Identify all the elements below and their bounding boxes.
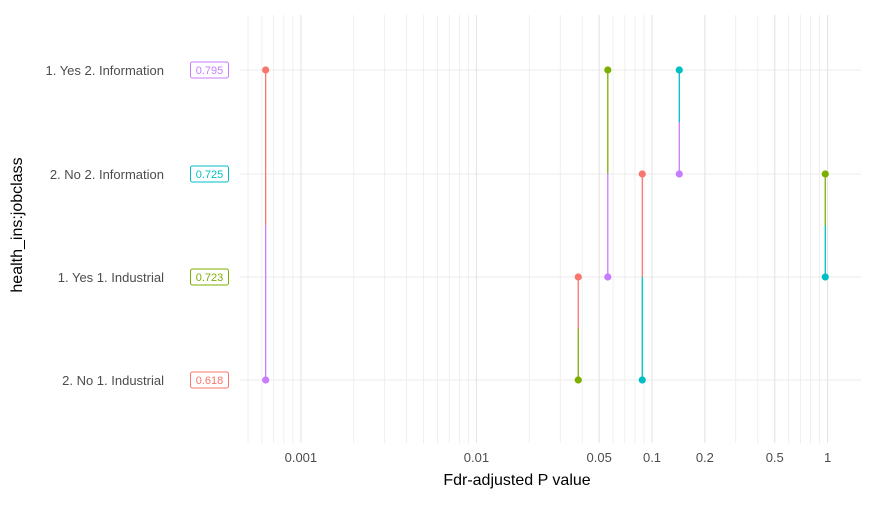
data-point	[821, 273, 829, 281]
x-tick-label: 1	[824, 450, 831, 465]
data-point	[675, 170, 683, 178]
value-box	[190, 371, 229, 389]
x-tick-label: 0.1	[643, 450, 661, 465]
x-tick-label: 0.2	[696, 450, 714, 465]
value-box-label: 0.725	[196, 169, 224, 181]
value-box	[190, 268, 229, 286]
data-point	[574, 273, 582, 281]
y-tick-label: 2. No 1. Industrial	[62, 373, 164, 388]
value-box-label: 0.618	[196, 375, 224, 387]
value-box-label: 0.723	[196, 272, 224, 284]
data-point	[604, 66, 612, 74]
y-tick-label: 2. No 2. Information	[50, 167, 164, 182]
x-tick-label: 0.5	[766, 450, 784, 465]
x-tick-label: 0.05	[587, 450, 612, 465]
x-axis-title: Fdr-adjusted P value	[443, 472, 590, 489]
data-point	[604, 273, 612, 281]
points	[262, 66, 829, 384]
data-point	[638, 376, 646, 384]
data-point	[574, 376, 582, 384]
data-point	[262, 66, 270, 74]
minor-gridlines	[247, 15, 828, 443]
label-boxes: 0.795 0.725 0.723 0.618	[190, 61, 229, 389]
value-box-label: 0.795	[196, 65, 224, 77]
major-gridlines	[240, 15, 861, 443]
value-box	[190, 165, 229, 183]
y-tick-label: 1. Yes 1. Industrial	[58, 270, 164, 285]
y-axis-title: health_ins:jobclass	[9, 157, 26, 292]
y-tick-label: 1. Yes 2. Information	[45, 63, 164, 78]
data-point	[638, 170, 646, 178]
value-box	[190, 61, 229, 79]
x-tick-label: 0.01	[464, 450, 489, 465]
y-tick-labels: 1. Yes 2. Information 2. No 2. Informatio…	[45, 63, 164, 388]
segment-lines	[265, 70, 826, 380]
data-point	[262, 376, 270, 384]
x-tick-labels: 0.001 0.01 0.05 0.1 0.2 0.5 1	[285, 450, 832, 465]
x-tick-label: 0.001	[285, 450, 318, 465]
data-point	[675, 66, 683, 74]
data-point	[821, 170, 829, 178]
